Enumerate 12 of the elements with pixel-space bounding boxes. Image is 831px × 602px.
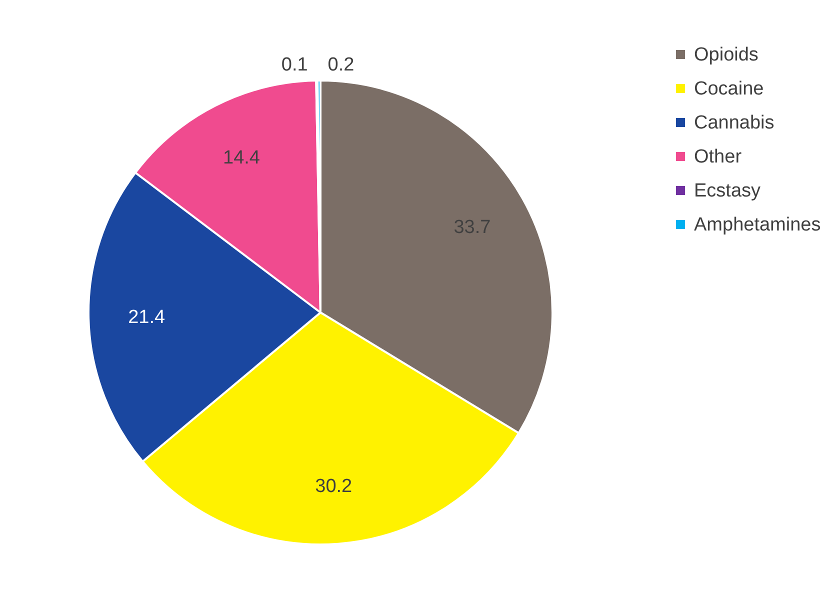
legend-label: Amphetamines: [694, 214, 821, 236]
legend-label: Other: [694, 146, 742, 168]
legend-label: Ecstasy: [694, 180, 762, 202]
data-label: 0.2: [328, 54, 354, 76]
data-label: 14.4: [223, 147, 260, 168]
data-label: 21.4: [128, 306, 166, 328]
data-label: 30.2: [315, 476, 352, 498]
data-label: 33.7: [454, 217, 491, 238]
legend-label: Opioids: [694, 44, 758, 66]
data-label: 0.1: [281, 54, 308, 76]
legend-label: Cannabis: [694, 112, 774, 134]
legend-label: Cocaine: [694, 78, 764, 100]
